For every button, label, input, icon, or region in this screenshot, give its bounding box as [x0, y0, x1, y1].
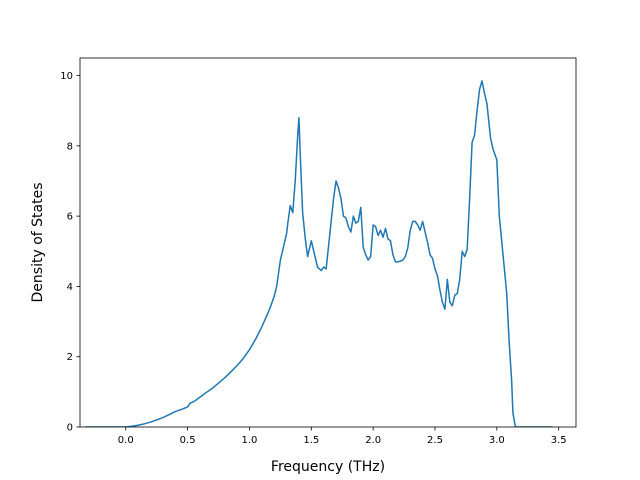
y-axis-ticks: 0 2 4 6 8 10: [60, 71, 80, 434]
axes-frame: [79, 57, 577, 428]
y-tick-label: 8: [67, 141, 73, 152]
x-tick-label: 2.0: [365, 435, 381, 446]
x-axis-label: Frequency (THz): [271, 459, 385, 475]
x-tick-label: 0.5: [180, 435, 196, 446]
y-tick-label: 2: [67, 352, 73, 363]
plot-area: [84, 80, 553, 427]
x-tick-label: 1.0: [242, 435, 258, 446]
x-tick-label: 2.5: [427, 435, 443, 446]
x-tick-label: 3.5: [551, 435, 567, 446]
y-tick-label: 10: [60, 71, 73, 82]
y-tick-label: 6: [67, 212, 73, 223]
y-tick-label: 0: [67, 423, 73, 434]
y-axis-label: Density of States: [30, 183, 46, 303]
series-line-0: [84, 80, 553, 427]
x-tick-label: 3.0: [489, 435, 505, 446]
x-axis-ticks: 0.0 0.5 1.0 1.5 2.0 2.5 3.0 3.5: [118, 427, 567, 446]
y-tick-label: 4: [67, 282, 73, 293]
x-tick-label: 1.5: [303, 435, 319, 446]
x-tick-label: 0.0: [118, 435, 134, 446]
